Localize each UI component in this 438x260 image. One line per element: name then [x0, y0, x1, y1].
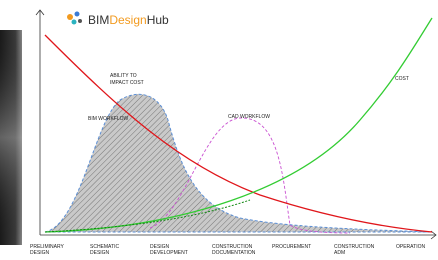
bim-label: BIM WORKFLOW	[88, 116, 129, 122]
logo-part: BIM	[88, 13, 109, 27]
phase-label: PROCUREMENT	[272, 244, 311, 250]
phase-labels: PRELIMINARYDESIGNSCHEMATICDESIGNDESIGNDE…	[30, 244, 425, 255]
ability-label: IMPACT COST	[110, 80, 144, 86]
logo-dot	[78, 19, 82, 23]
phase-label: DESIGN	[30, 250, 50, 255]
logo-part: Hub	[147, 13, 169, 27]
logo-dot	[72, 20, 77, 25]
cost-label: COST	[395, 76, 409, 82]
phase-label: DOCUMENTATION	[212, 250, 256, 255]
logo-dot	[67, 14, 73, 20]
logo-dot	[75, 12, 80, 17]
ability-label: ABILITY TO	[110, 73, 137, 79]
phase-label: ADM	[334, 250, 345, 255]
logo-text: BIMDesignHub	[88, 13, 169, 27]
diagram: BIMDesignHub ABILITY TO IMPACT COST COST…	[0, 0, 438, 255]
side-photo-shade	[0, 30, 22, 245]
phase-label: DESIGN	[90, 250, 110, 255]
phase-label: OPERATION	[396, 244, 425, 250]
logo: BIMDesignHub	[67, 12, 169, 28]
logo-part: Design	[109, 13, 146, 27]
phase-label: DEVELOPMENT	[150, 250, 188, 255]
cad-label: CAD WORKFLOW	[228, 114, 270, 120]
